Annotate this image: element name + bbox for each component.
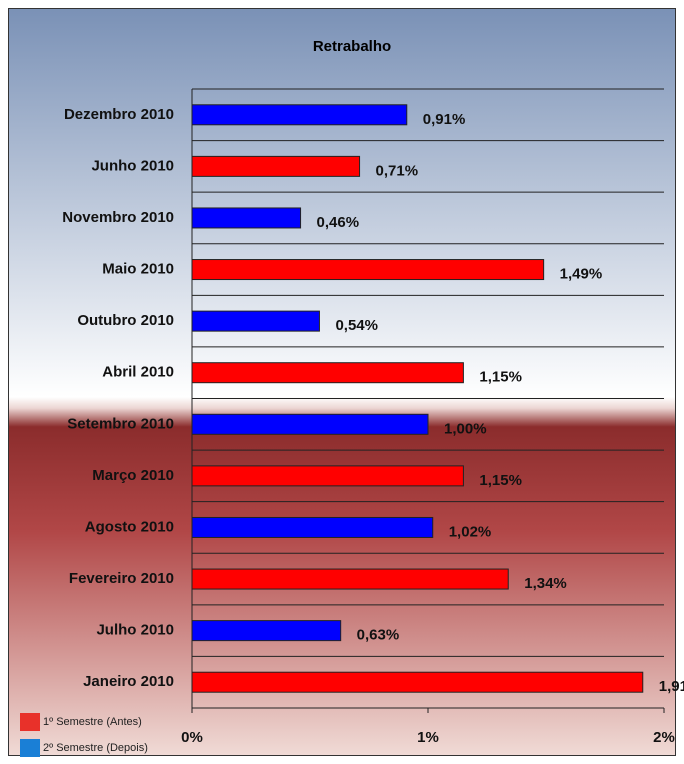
- y-tick-label: Novembro 2010: [62, 209, 174, 226]
- bar: [191, 207, 302, 229]
- bar: [191, 104, 408, 126]
- value-label: 1,15%: [479, 369, 522, 386]
- x-tick-label: 2%: [653, 729, 675, 746]
- bar: [191, 671, 644, 693]
- value-label: 0,91%: [423, 111, 466, 128]
- bar: [191, 516, 434, 538]
- legend-swatch: [20, 739, 40, 757]
- y-tick-label: Fevereiro 2010: [69, 570, 174, 587]
- bar: [191, 259, 545, 281]
- bar: [191, 568, 509, 590]
- y-tick-label: Outubro 2010: [77, 312, 174, 329]
- bar: [191, 310, 320, 332]
- x-tick-label: 1%: [417, 729, 439, 746]
- legend-label: 2º Semestre (Depois): [43, 742, 148, 754]
- y-tick-label: Agosto 2010: [85, 518, 174, 535]
- chart-title: Retrabalho: [313, 38, 391, 55]
- y-tick-label: Maio 2010: [102, 261, 174, 278]
- bar: [191, 620, 342, 642]
- legend-label: 1º Semestre (Antes): [43, 716, 142, 728]
- value-label: 1,00%: [444, 420, 487, 437]
- y-tick-label: Junho 2010: [91, 157, 174, 174]
- y-tick-label: Janeiro 2010: [83, 673, 174, 690]
- bar: [191, 155, 361, 177]
- x-tick-label: 0%: [181, 729, 203, 746]
- value-label: 0,71%: [376, 162, 419, 179]
- value-label: 0,46%: [317, 214, 360, 231]
- value-label: 0,54%: [335, 317, 378, 334]
- y-tick-label: Abril 2010: [102, 364, 174, 381]
- value-label: 1,02%: [449, 523, 492, 540]
- y-tick-label: Julho 2010: [96, 622, 174, 639]
- y-tick-label: Março 2010: [92, 467, 174, 484]
- legend: 1º Semestre (Antes) 2º Semestre (Depois): [20, 713, 148, 757]
- value-label: 1,34%: [524, 575, 567, 592]
- bar: [191, 413, 429, 435]
- y-tick-label: Dezembro 2010: [64, 106, 174, 123]
- y-tick-label: Setembro 2010: [67, 415, 174, 432]
- value-label: 1,49%: [560, 266, 603, 283]
- bar: [191, 362, 464, 384]
- legend-swatch: [20, 713, 40, 731]
- bar: [191, 465, 464, 487]
- value-label: 1,91%: [659, 678, 684, 695]
- value-label: 1,15%: [479, 472, 522, 489]
- value-label: 0,63%: [357, 627, 400, 644]
